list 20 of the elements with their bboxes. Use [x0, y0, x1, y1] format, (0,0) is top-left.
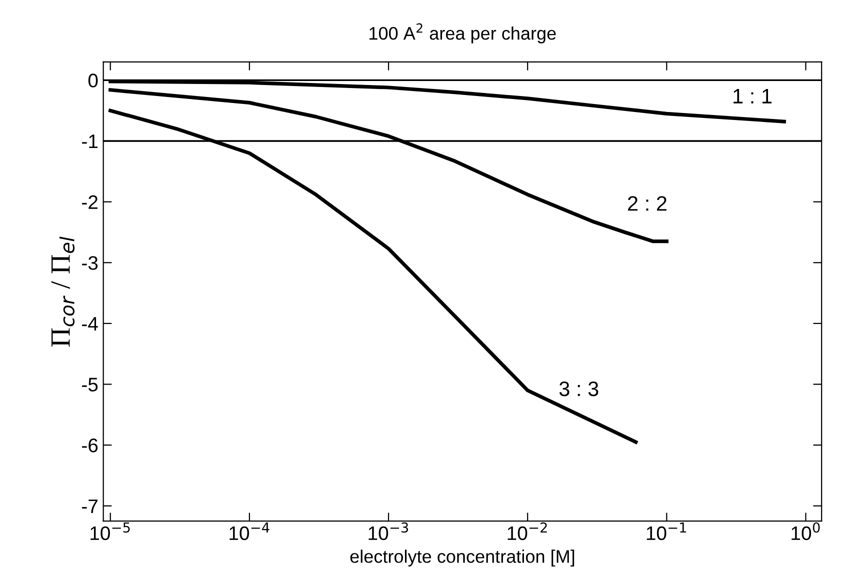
y-tick-label: -1 — [82, 134, 98, 148]
y-tick-label: -6 — [82, 438, 98, 452]
x-tick-label: 10$^{0}$ — [792, 522, 820, 540]
y-tick-label: -5 — [82, 378, 98, 392]
y-tick-label: 0 — [88, 74, 98, 88]
series-label: 2 : 2 — [628, 196, 666, 211]
y-tick-label: -3 — [82, 256, 98, 270]
x-tick-label: 10$^{−1}$ — [646, 522, 686, 540]
x-tick-label: 10$^{−2}$ — [508, 522, 547, 540]
y-tick-label: -2 — [82, 195, 98, 209]
y-tick-label: -7 — [82, 500, 98, 513]
x-tick-label: 10$^{−4}$ — [230, 522, 270, 540]
series-label: 3 : 3 — [559, 381, 598, 396]
chart-title: 100 A$^{2}$ area per charge — [370, 23, 556, 44]
series-label: 1 : 1 — [734, 88, 772, 104]
y-axis-title: Π$_{cor}$ / Π$_{el}$ — [51, 236, 75, 347]
y-tick-label: -4 — [82, 317, 98, 330]
x-tick-label: 10$^{−5}$ — [90, 522, 130, 540]
x-tick-label: 10$^{−3}$ — [368, 522, 408, 540]
x-axis-title: electrolyte concentration [M] — [350, 550, 574, 566]
